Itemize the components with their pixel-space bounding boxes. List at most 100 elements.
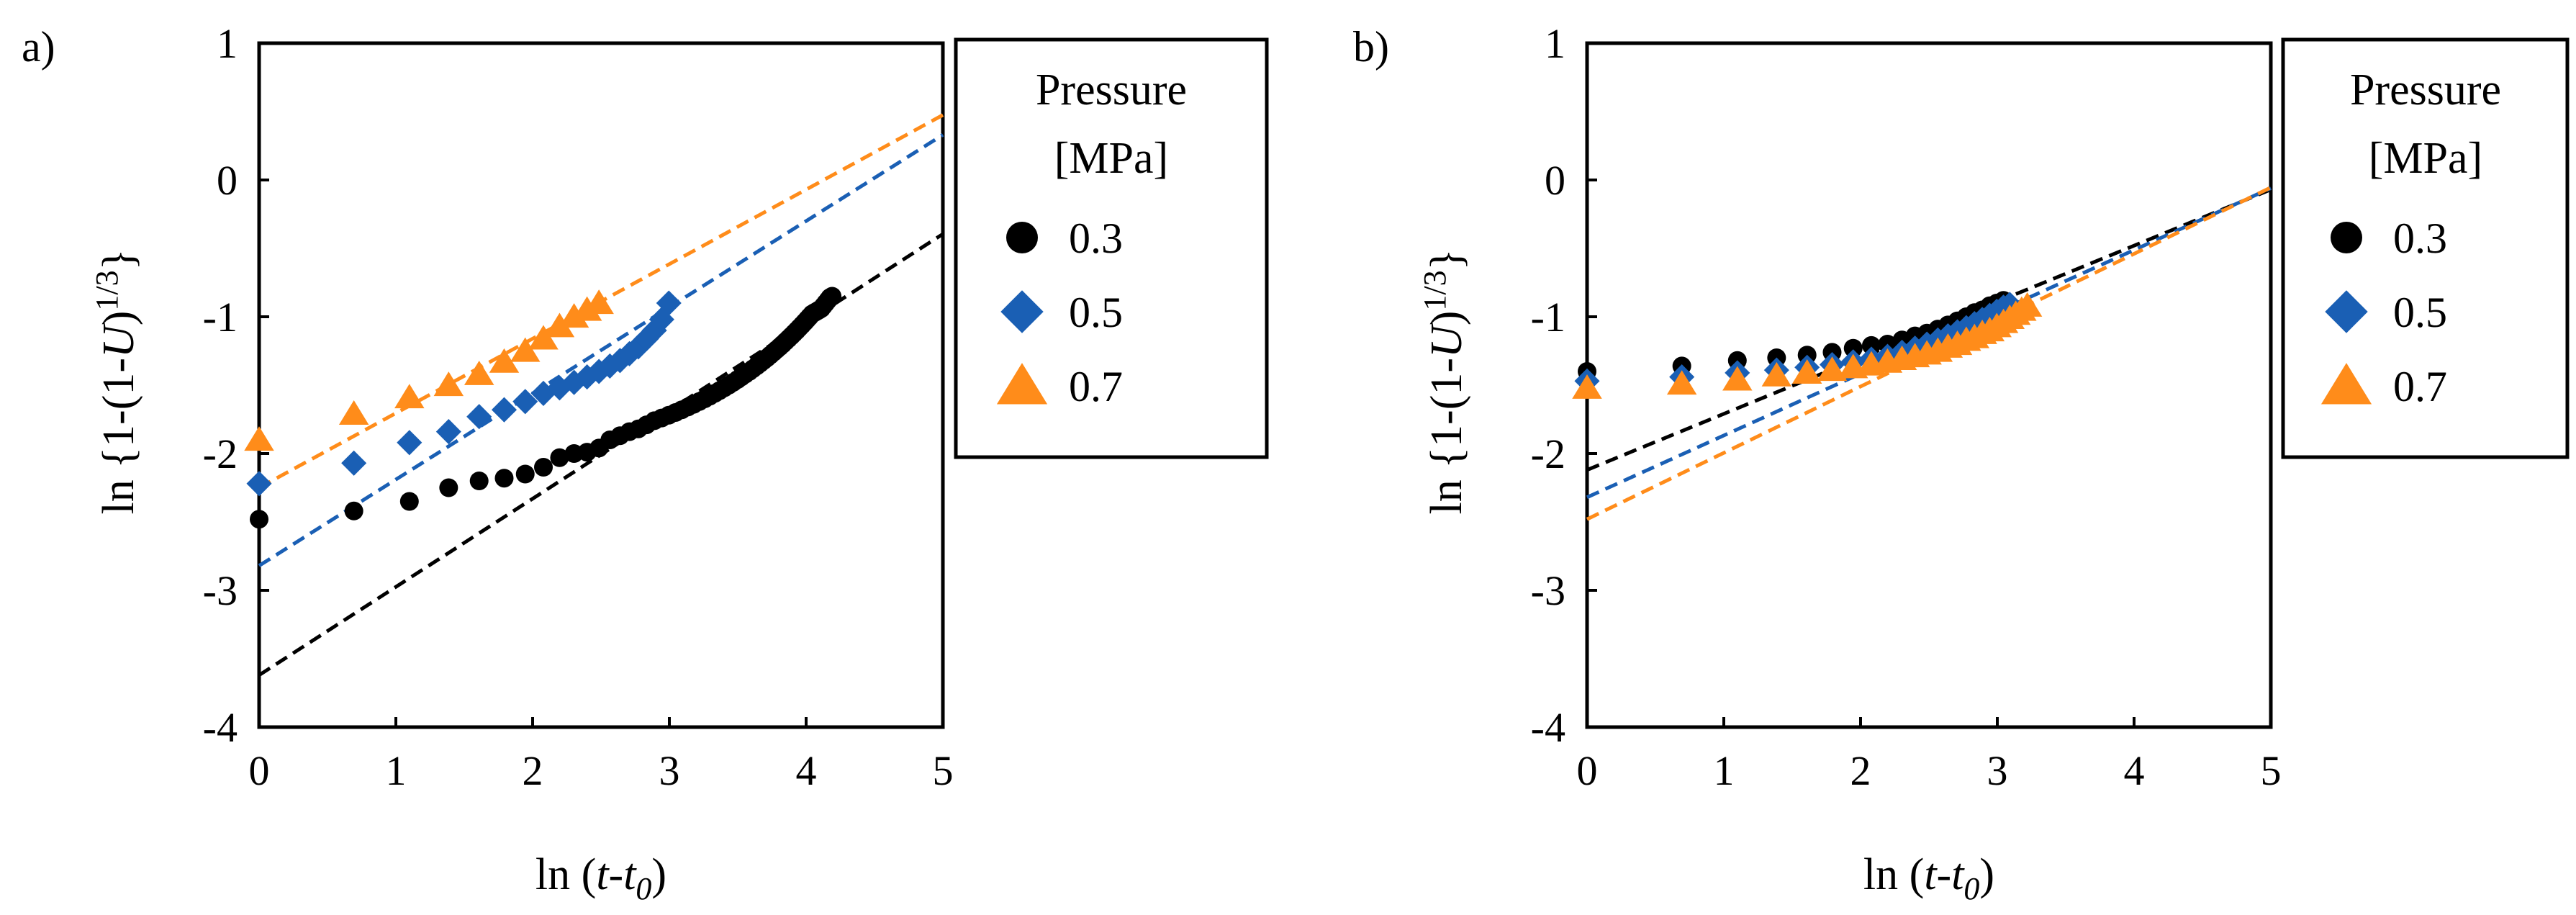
y-tick-label: -2 [203,431,238,477]
legend-marker-0.7 [2320,363,2372,405]
fit-line-0.5 [258,133,944,567]
data-point-0.5 [397,430,422,456]
data-point-0.7 [433,371,464,397]
data-point-0.5 [530,380,556,406]
legend-subtitle-b: [MPa] [2369,134,2482,183]
data-point-0.3 [399,492,419,511]
data-point-0.5 [625,334,651,360]
legend-marker-0.7 [996,363,1048,405]
data-point-0.5 [466,404,492,430]
legend-label-0.5: 0.5 [2393,289,2447,336]
y-ticks-b: -4 -3 -2 -1 0 1 [1531,20,1597,751]
data-point-0.3 [515,464,535,484]
legend-title-b: Pressure [2350,66,2501,114]
data-point-0.7 [394,384,425,409]
legend-label-0.5: 0.5 [1069,289,1123,336]
svg-text:ln {1-(1-U)1/3}: ln {1-(1-U)1/3} [1417,249,1471,515]
data-point-0.7 [510,337,541,362]
data-point-0.7 [1817,356,1848,382]
data-point-0.7 [544,312,575,338]
data-point-0.7 [584,289,614,315]
x-tick-label: 3 [659,747,680,794]
x-tick-label: 2 [523,747,543,794]
x-ticks-b: 0 1 2 3 4 5 [1577,717,2282,794]
data-points-a [244,287,842,529]
data-point-0.7 [2012,292,2043,317]
data-point-0.3 [344,501,363,520]
x-tick-label: 4 [796,747,817,794]
plot-frame-a [257,41,945,729]
data-point-0.7 [1666,370,1697,395]
legend-label-0.7: 0.7 [2393,363,2447,410]
legend-marker-0.5 [2325,290,2368,333]
legend-marker-0.5 [1000,290,1044,333]
data-point-0.3 [823,287,842,306]
x-tick-label: 2 [1850,747,1871,794]
data-point-0.5 [435,419,461,445]
x-tick-label: 1 [386,747,407,794]
y-axis-title-b: ln {1-(1-U)1/3} [1417,249,1471,515]
data-point-0.7 [1572,374,1602,399]
data-point-0.3 [550,448,569,467]
y-tick-label: -1 [203,294,238,341]
panel-a: a) ln {1-(1-U)1/3} -4 -3 -2 -1 0 1 0 1 2 3 4 5 ln … [22,20,1269,906]
y-tick-label: -2 [1531,431,1565,477]
data-points-b [1572,291,2043,399]
panel-b: b) ln {1-(1-U)1/3} -4 -3 -2 -1 0 1 0 1 2 3 4 5 ln … [1353,20,2570,906]
legend-marker-0.3 [1006,222,1038,253]
data-point-0.7 [338,400,369,425]
y-tick-label: -3 [1531,567,1565,614]
x-tick-label: 4 [2124,747,2145,794]
data-point-0.3 [534,458,553,477]
legend-a: Pressure [MPa] 0.3 0.5 0.7 [954,37,1269,459]
x-tick-label: 0 [249,747,270,794]
y-tick-label: -4 [1531,704,1565,751]
panel-label-b: b) [1353,23,1389,71]
y-tick-label: 1 [1545,20,1565,67]
x-ticks-a: 0 1 2 3 4 5 [249,717,954,794]
x-tick-label: 0 [1577,747,1598,794]
y-axis-title-a: ln {1-(1-U)1/3} [89,249,143,515]
y-tick-label: 1 [217,20,238,67]
data-point-0.5 [341,450,367,476]
x-tick-label: 3 [1987,747,2008,794]
x-tick-label: 1 [1714,747,1735,794]
data-point-0.7 [559,303,589,328]
data-point-0.7 [244,426,274,451]
x-axis-title-a: ln (t-t0) [535,850,666,906]
data-point-0.7 [464,360,494,385]
data-point-0.3 [1843,338,1863,358]
data-point-0.3 [494,469,514,488]
x-axis-title-b: ln (t-t0) [1863,850,1994,906]
legend-marker-0.3 [2331,222,2362,253]
y-tick-label: -1 [1531,294,1565,341]
data-point-0.5 [512,389,538,415]
y-tick-label: 0 [217,157,238,204]
data-point-0.7 [489,348,520,373]
y-tick-label: 0 [1545,157,1565,204]
y-ticks-a: -4 -3 -2 -1 0 1 [203,20,269,751]
legend-box-b [2281,37,2570,459]
data-point-0.5 [656,290,682,316]
data-point-0.3 [250,510,268,529]
data-point-0.3 [1862,335,1881,355]
data-point-0.3 [469,472,489,490]
y-tick-label: -4 [203,704,238,751]
legend-label-0.3: 0.3 [1069,215,1123,262]
data-point-0.7 [571,296,602,321]
y-tick-label: -3 [203,567,238,614]
legend-title-a: Pressure [1036,66,1187,114]
svg-text:ln {1-(1-U)1/3}: ln {1-(1-U)1/3} [89,249,143,515]
x-tick-label: 5 [2261,747,2282,794]
fit-line-0.7 [1586,186,2272,521]
legend-label-0.3: 0.3 [2393,215,2447,262]
data-point-0.5 [648,307,674,333]
legend-b: Pressure [MPa] 0.3 0.5 0.7 [2281,37,2570,459]
data-point-0.5 [246,471,272,497]
data-point-0.3 [439,478,458,497]
data-point-0.7 [1791,359,1822,384]
fit-lines-a [258,113,944,677]
legend-label-0.7: 0.7 [1069,363,1123,410]
panel-label-a: a) [22,23,55,71]
